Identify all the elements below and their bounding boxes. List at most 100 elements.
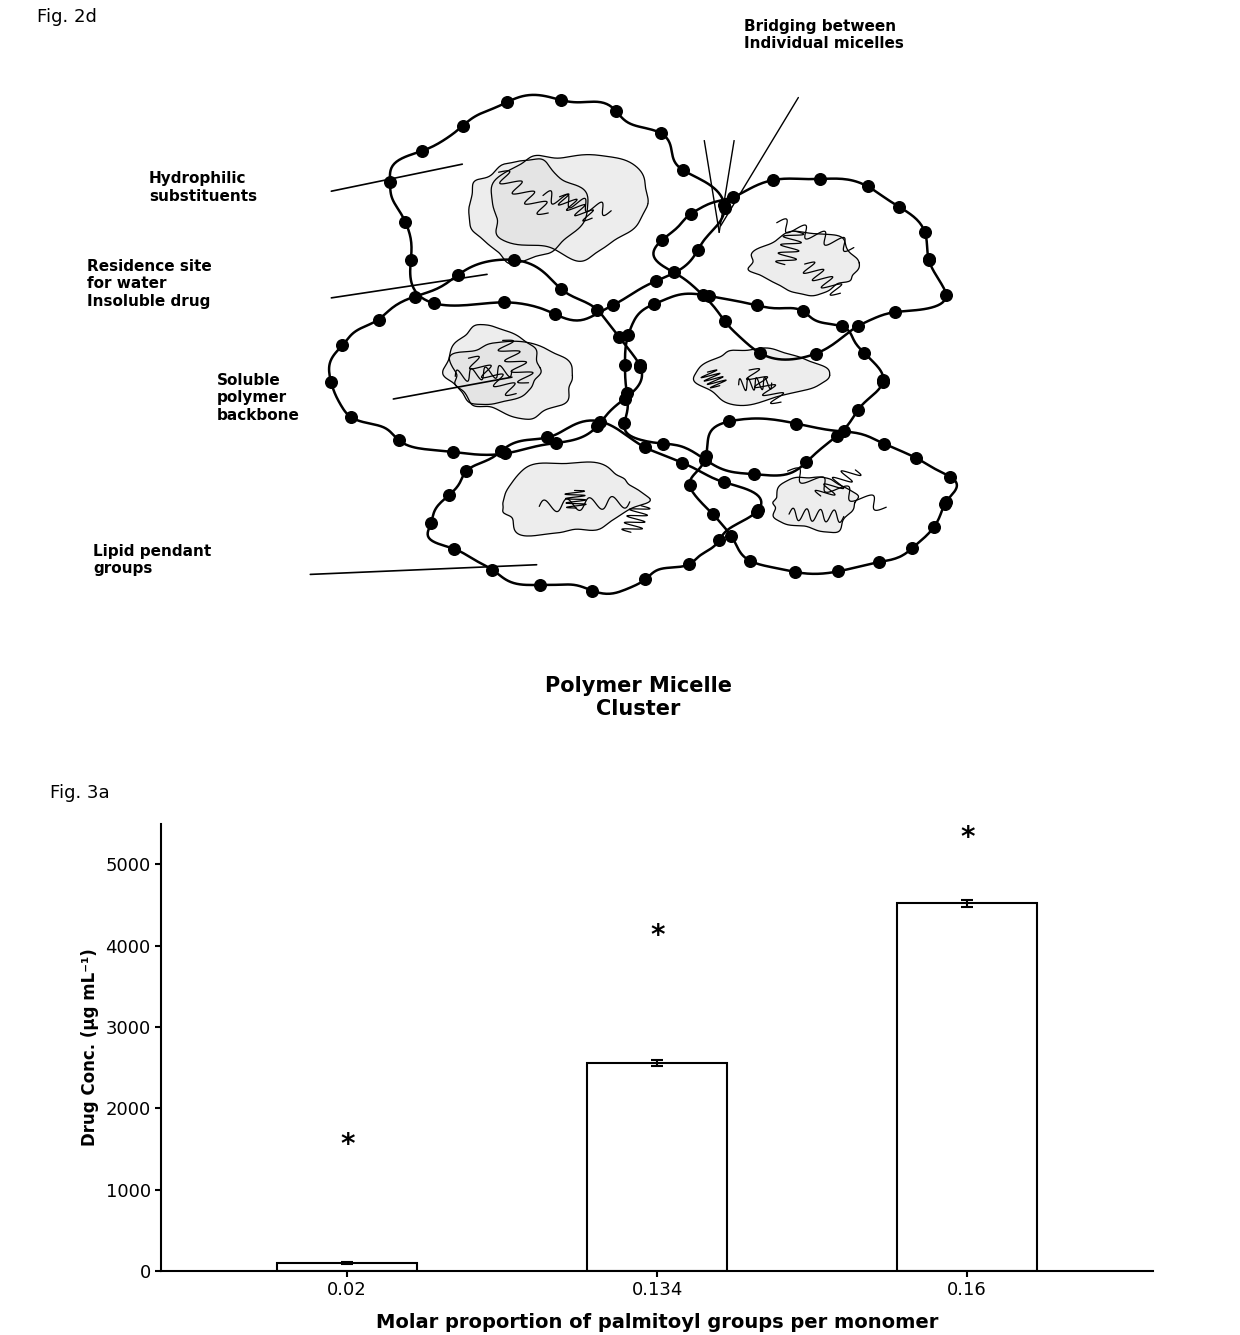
Point bbox=[453, 115, 472, 136]
Point bbox=[651, 123, 671, 144]
Point bbox=[810, 168, 830, 190]
Point bbox=[714, 471, 734, 493]
Text: Polymer Micelle
Cluster: Polymer Micelle Cluster bbox=[546, 676, 732, 720]
Point bbox=[715, 311, 735, 332]
Y-axis label: Drug Conc. (μg mL⁻¹): Drug Conc. (μg mL⁻¹) bbox=[81, 948, 99, 1147]
Point bbox=[709, 530, 729, 551]
Point bbox=[615, 354, 635, 375]
Point bbox=[806, 343, 826, 364]
Point bbox=[906, 447, 926, 469]
Point bbox=[833, 421, 853, 442]
Point bbox=[919, 250, 939, 271]
Text: Fig. 2d: Fig. 2d bbox=[37, 8, 97, 25]
Point bbox=[885, 302, 905, 323]
Point bbox=[644, 294, 663, 315]
Point bbox=[424, 292, 444, 314]
Point bbox=[744, 463, 764, 485]
Point bbox=[444, 442, 464, 463]
Point bbox=[889, 196, 909, 218]
Point bbox=[619, 324, 639, 346]
Text: Lipid pendant
groups: Lipid pendant groups bbox=[93, 545, 211, 577]
Bar bbox=[588, 1063, 727, 1271]
Point bbox=[854, 342, 874, 363]
Text: *: * bbox=[340, 1131, 355, 1159]
Point bbox=[495, 443, 515, 465]
Point bbox=[693, 284, 713, 306]
Text: Bridging between
Individual micelles: Bridging between Individual micelles bbox=[744, 19, 904, 52]
X-axis label: Molar proportion of palmitoyl groups per monomer: Molar proportion of palmitoyl groups per… bbox=[376, 1314, 939, 1332]
Point bbox=[696, 446, 715, 467]
Point bbox=[680, 554, 699, 575]
Point bbox=[616, 382, 636, 403]
Polygon shape bbox=[502, 462, 650, 537]
Point bbox=[652, 230, 672, 251]
Point bbox=[723, 187, 743, 208]
Point bbox=[746, 295, 766, 316]
Point bbox=[552, 89, 572, 111]
Point bbox=[588, 415, 608, 437]
Point bbox=[505, 250, 525, 271]
Point bbox=[740, 550, 760, 571]
Point bbox=[448, 264, 467, 286]
Point bbox=[491, 441, 511, 462]
Point bbox=[646, 270, 666, 291]
Point bbox=[873, 371, 893, 392]
Point bbox=[321, 371, 341, 392]
Point bbox=[936, 491, 956, 513]
Polygon shape bbox=[449, 342, 573, 419]
Point bbox=[396, 211, 415, 232]
Point bbox=[603, 295, 622, 316]
Bar bbox=[898, 904, 1037, 1271]
Point bbox=[590, 411, 610, 433]
Point bbox=[422, 513, 441, 534]
Point bbox=[652, 433, 672, 454]
Point bbox=[368, 308, 388, 330]
Point bbox=[827, 426, 847, 447]
Point bbox=[529, 574, 549, 595]
Point bbox=[786, 413, 806, 434]
Point bbox=[828, 561, 848, 582]
Point bbox=[635, 437, 655, 458]
Point bbox=[750, 342, 770, 363]
Point bbox=[848, 315, 868, 336]
Point bbox=[746, 501, 766, 522]
Text: *: * bbox=[650, 921, 665, 949]
Point bbox=[389, 430, 409, 451]
Point bbox=[714, 198, 734, 219]
Point bbox=[444, 538, 464, 559]
Point bbox=[919, 248, 939, 270]
Point bbox=[609, 327, 629, 348]
Point bbox=[703, 503, 723, 525]
Polygon shape bbox=[693, 348, 830, 406]
Point bbox=[940, 466, 960, 487]
Polygon shape bbox=[773, 477, 858, 533]
Point bbox=[630, 356, 650, 378]
Point bbox=[719, 411, 739, 433]
Point bbox=[936, 284, 956, 306]
Point bbox=[763, 170, 782, 191]
Point bbox=[546, 433, 565, 454]
Point bbox=[869, 551, 889, 573]
Point bbox=[583, 579, 603, 601]
Point bbox=[858, 176, 878, 198]
Point bbox=[551, 278, 570, 299]
Point bbox=[587, 299, 606, 320]
Point bbox=[606, 100, 626, 121]
Point bbox=[698, 286, 718, 307]
Point bbox=[332, 335, 352, 356]
Point bbox=[903, 538, 923, 559]
Point bbox=[722, 525, 742, 546]
Polygon shape bbox=[443, 324, 541, 405]
Point bbox=[915, 222, 935, 243]
Point bbox=[714, 195, 734, 216]
Point bbox=[924, 517, 944, 538]
Point bbox=[663, 262, 683, 283]
Text: Hydrophilic
substituents: Hydrophilic substituents bbox=[149, 171, 257, 204]
Point bbox=[873, 370, 893, 391]
Point bbox=[401, 250, 420, 271]
Point bbox=[848, 399, 868, 421]
Point bbox=[935, 493, 955, 514]
Point bbox=[832, 316, 852, 338]
Point bbox=[494, 291, 513, 312]
Point bbox=[673, 159, 693, 180]
